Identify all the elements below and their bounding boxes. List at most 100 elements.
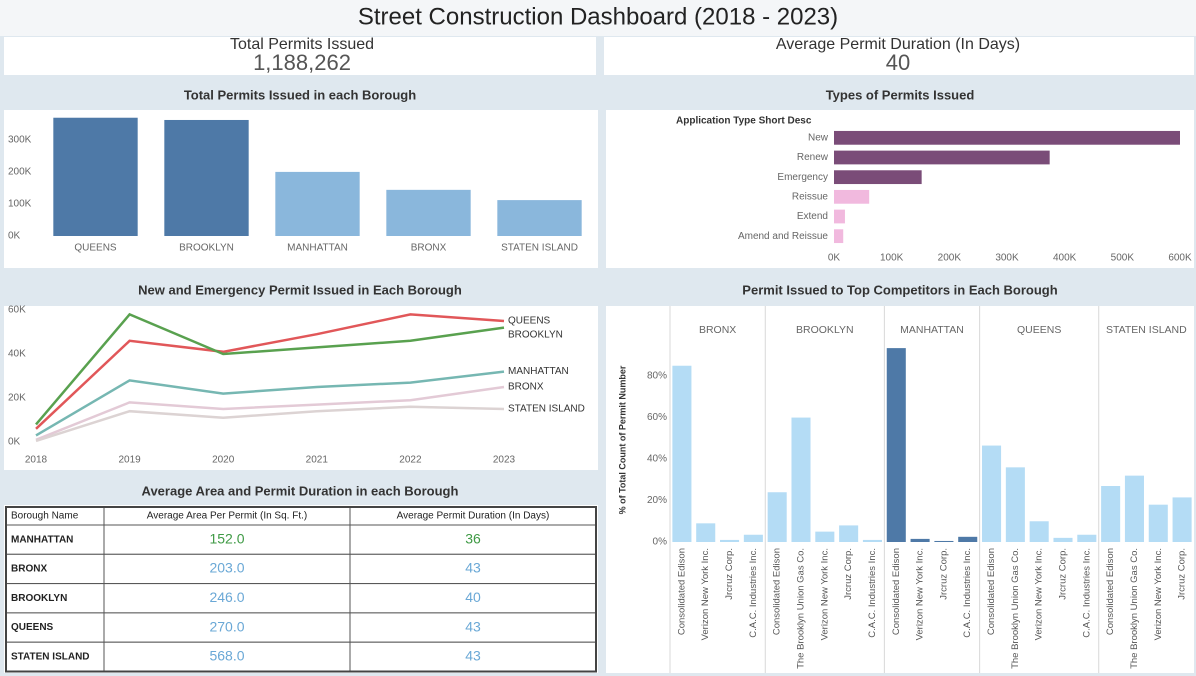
y-tick-label: Extend — [797, 211, 828, 222]
bar — [1101, 486, 1121, 542]
row-label: BRONX — [11, 564, 47, 575]
bar — [696, 523, 716, 542]
bar — [834, 170, 922, 185]
x-tick-label: 100K — [880, 253, 904, 264]
x-tick-label: Verizon New York Inc. — [915, 548, 926, 640]
table-title: Average Area and Permit Duration in each… — [142, 483, 459, 498]
cell-value: 43 — [465, 648, 481, 664]
cell — [103, 583, 351, 614]
bar — [982, 445, 1002, 542]
series-label: QUEENS — [508, 316, 551, 327]
x-tick-label: Consolidated Edison — [676, 548, 687, 635]
bar — [1172, 497, 1192, 542]
bar — [910, 538, 930, 542]
x-tick-label: 2020 — [212, 455, 235, 466]
x-tick-label: Jrcruz Corp. — [843, 548, 854, 600]
bar — [53, 117, 138, 236]
x-tick-label: C.A.C. Industries Inc. — [1081, 548, 1092, 638]
cell — [103, 641, 351, 673]
y-tick-label: 0K — [8, 231, 21, 242]
bar — [497, 200, 582, 236]
kpi-label: Total Permits Issued — [230, 36, 374, 53]
x-tick-label: 500K — [1111, 253, 1135, 264]
cell-value: 246.0 — [209, 589, 244, 605]
x-tick-label: C.A.C. Industries Inc. — [867, 548, 878, 638]
y-tick-label: 60% — [647, 412, 667, 423]
x-tick-label: The Brooklyn Union Gas Co. — [796, 548, 807, 669]
x-tick-label: 2018 — [25, 455, 48, 466]
x-tick-label: Consolidated Edison — [891, 548, 902, 635]
facet-label: BROOKLYN — [796, 324, 854, 336]
y-tick-label: 40% — [647, 454, 667, 465]
chart-title: Total Permits Issued in each Borough — [184, 87, 416, 102]
column-header: Average Permit Duration (In Days) — [397, 511, 550, 522]
x-tick-label: Verizon New York Inc. — [1153, 548, 1164, 640]
y-tick-label: Renew — [797, 152, 829, 163]
y-tick-label: 0% — [653, 537, 668, 548]
y-tick-label: 60K — [8, 305, 26, 316]
y-tick-label: 100K — [8, 199, 32, 210]
kpi-panel — [4, 37, 596, 75]
y-tick-label: New — [808, 132, 829, 143]
cell — [5, 524, 105, 555]
bar — [934, 540, 954, 542]
bar — [958, 536, 978, 542]
x-tick-label: Verizon New York Inc. — [819, 548, 830, 640]
row-label: STATEN ISLAND — [11, 651, 90, 662]
bar — [834, 189, 870, 204]
x-tick-label: BROOKLYN — [179, 243, 234, 254]
chart-title: New and Emergency Permit Issued in Each … — [138, 282, 462, 297]
y-tick-label: 200K — [8, 167, 32, 178]
cell-value: 270.0 — [209, 618, 244, 634]
row-label: QUEENS — [11, 622, 54, 633]
x-tick-label: Verizon New York Inc. — [1034, 548, 1045, 640]
cell-value: 40 — [465, 589, 481, 605]
series-label: BRONX — [508, 382, 544, 393]
bar — [720, 539, 740, 542]
bar — [1053, 537, 1073, 542]
y-tick-label: 300K — [8, 134, 32, 145]
y-tick-label: 40K — [8, 349, 26, 360]
bar — [886, 348, 906, 542]
cell — [103, 612, 351, 643]
series-label: BROOKLYN — [508, 330, 563, 341]
title-bar — [0, 0, 1196, 36]
x-tick-label: Verizon New York Inc. — [700, 548, 711, 640]
bar — [1148, 504, 1168, 542]
x-tick-label: The Brooklyn Union Gas Co. — [1129, 548, 1140, 669]
chart-title: Permit Issued to Top Competitors in Each… — [742, 282, 1057, 297]
x-tick-label: 2023 — [493, 455, 516, 466]
line — [35, 405, 505, 443]
row-label: BROOKLYN — [11, 593, 67, 604]
page-title: Street Construction Dashboard (2018 - 20… — [358, 3, 838, 30]
x-tick-label: 2019 — [118, 455, 141, 466]
x-tick-label: Consolidated Edison — [1105, 548, 1116, 635]
x-tick-label: The Brooklyn Union Gas Co. — [1010, 548, 1021, 669]
x-tick-label: Jrcruz Corp. — [938, 548, 949, 600]
line — [35, 313, 505, 430]
cell — [5, 583, 105, 614]
bar — [672, 365, 692, 542]
cell — [5, 553, 105, 585]
column-header: Average Area Per Permit (In Sq. Ft.) — [147, 511, 307, 522]
chart-title: Types of Permits Issued — [826, 87, 975, 102]
y-tick-label: 0K — [8, 437, 21, 448]
bar — [386, 189, 471, 236]
axis-title: Application Type Short Desc — [676, 116, 812, 127]
cell-value: 36 — [465, 530, 481, 546]
cell-value: 568.0 — [209, 648, 244, 664]
cell-value: 152.0 — [209, 530, 244, 546]
bar — [791, 417, 811, 542]
x-tick-label: C.A.C. Industries Inc. — [748, 548, 759, 638]
facet-label: QUEENS — [1017, 324, 1061, 336]
bar — [1124, 475, 1144, 542]
line — [35, 370, 505, 437]
y-tick-label: 20K — [8, 393, 26, 404]
y-tick-label: Reissue — [792, 191, 829, 202]
cell-value: 43 — [465, 618, 481, 634]
cell-value: 203.0 — [209, 560, 244, 576]
kpi-panel — [604, 37, 1194, 75]
bar — [834, 150, 1050, 165]
facet-label: MANHATTAN — [900, 324, 964, 336]
